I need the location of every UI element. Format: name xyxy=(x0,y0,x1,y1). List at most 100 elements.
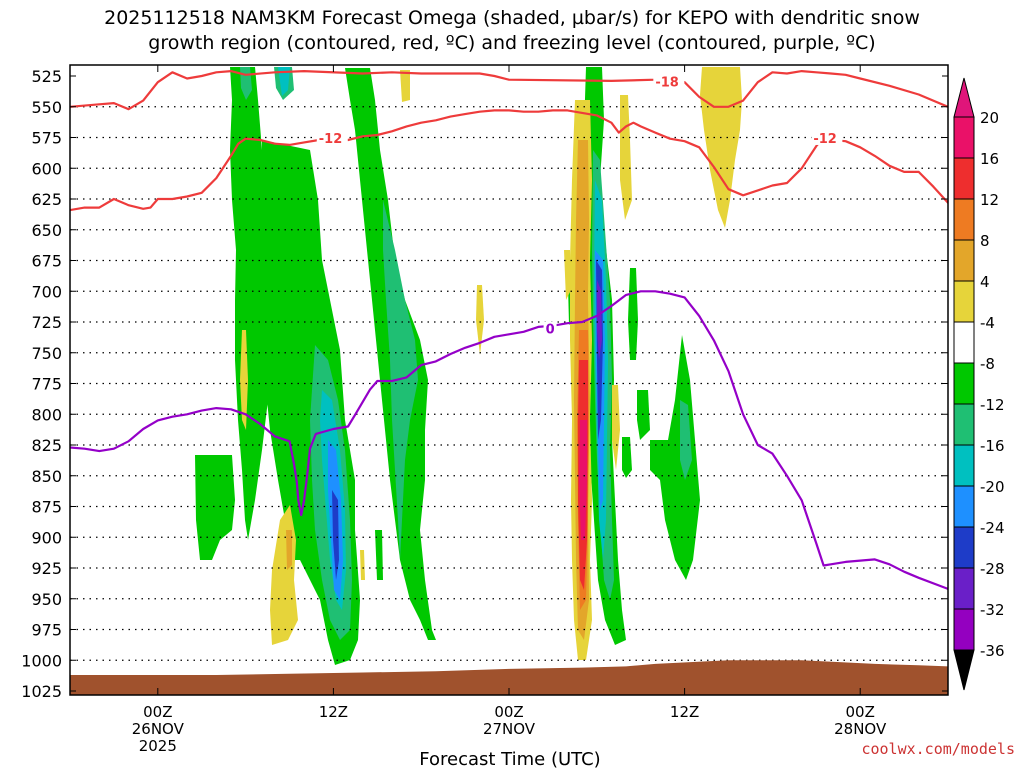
x-tick-label: 28NOV xyxy=(834,720,887,738)
colorbar-label: -32 xyxy=(980,601,1005,619)
contour-line xyxy=(70,109,948,212)
omega-region xyxy=(650,335,700,580)
colorbar-label: 4 xyxy=(980,273,990,291)
colorbar: 20 16 12 8 4 -4 -8 -12 -16 -20 -24 -28 -32 -36 xyxy=(953,77,1005,691)
colorbar-swatch xyxy=(953,485,975,528)
colorbar-swatch xyxy=(953,362,975,405)
x-axis-label: Forecast Time (UTC) xyxy=(419,749,600,768)
y-tick-label: 525 xyxy=(31,67,62,86)
contour-label-bg xyxy=(316,130,348,145)
contour-label: -12 xyxy=(319,132,343,147)
colorbar-swatch xyxy=(953,321,975,364)
colorbar-swatch xyxy=(953,567,975,610)
x-tick-label: 26NOV xyxy=(132,720,185,738)
contour-label: -12 xyxy=(813,132,837,147)
y-tick-label: 700 xyxy=(31,282,62,301)
y-tick-label: 925 xyxy=(31,559,62,578)
omega-region xyxy=(400,70,410,102)
colorbar-swatch xyxy=(953,526,975,569)
omega-region xyxy=(637,390,650,440)
y-tick-label: 950 xyxy=(31,590,62,609)
contour-label-bg xyxy=(653,74,685,89)
contour-line xyxy=(70,290,948,591)
colorbar-label: -28 xyxy=(980,560,1005,578)
contour-label: -18 xyxy=(655,75,679,90)
colorbar-swatch xyxy=(953,239,975,282)
colorbar-label: -20 xyxy=(980,478,1005,496)
x-tick-label: 00Z xyxy=(143,703,172,721)
contour-line xyxy=(70,70,948,111)
colorbar-label: 16 xyxy=(980,150,999,168)
x-tick-label: 12Z xyxy=(670,703,699,721)
colorbar-swatch xyxy=(953,116,975,159)
x-tick-label: 27NOV xyxy=(483,720,536,738)
y-tick-label: 900 xyxy=(31,528,62,547)
colorbar-swatch xyxy=(953,403,975,446)
omega-region xyxy=(622,437,632,478)
omega-region xyxy=(700,67,742,228)
y-tick-label: 850 xyxy=(31,467,62,486)
colorbar-bottom-arrow xyxy=(953,649,975,691)
colorbar-label: -16 xyxy=(980,437,1005,455)
y-tick-label: 550 xyxy=(31,98,62,117)
chart-title-line2: growth region (contoured, red, ºC) and f… xyxy=(148,32,875,54)
colorbar-top-arrow xyxy=(953,77,975,118)
omega-region xyxy=(597,280,602,360)
colorbar-label: -36 xyxy=(980,642,1005,660)
plot-area xyxy=(70,65,948,695)
x-tick-label: 00Z xyxy=(846,703,875,721)
y-tick-label: 675 xyxy=(31,252,62,271)
omega-region xyxy=(680,400,692,480)
y-tick-label: 725 xyxy=(31,313,62,332)
terrain-surface xyxy=(70,660,948,695)
omega-region xyxy=(278,67,290,96)
y-tick-label: 650 xyxy=(31,221,62,240)
y-tick-label: 750 xyxy=(31,344,62,363)
omega-region xyxy=(332,490,339,580)
omega-region xyxy=(628,268,638,360)
omega-shading xyxy=(195,67,742,665)
contour-label: 0 xyxy=(546,323,555,338)
omega-region xyxy=(240,330,248,430)
contour-label-bg xyxy=(811,130,843,145)
omega-region xyxy=(620,95,632,220)
y-axis: 525 550 575 600 625 650 675 700 725 750 775 800 825 8… xyxy=(21,67,948,701)
colorbar-label: 20 xyxy=(980,109,999,127)
omega-region xyxy=(476,285,484,355)
colorbar-label: -8 xyxy=(980,355,995,373)
y-tick-label: 575 xyxy=(31,129,62,148)
x-tick-label: 00Z xyxy=(494,703,523,721)
colorbar-swatch xyxy=(953,608,975,651)
omega-region xyxy=(564,250,571,300)
omega-region xyxy=(612,385,620,470)
colorbar-swatch xyxy=(953,280,975,323)
colorbar-label: 12 xyxy=(980,191,999,209)
y-tick-label: 1025 xyxy=(21,682,62,701)
omega-region xyxy=(195,455,235,560)
terrain-fill xyxy=(70,660,948,695)
y-tick-label: 800 xyxy=(31,405,62,424)
y-tick-label: 975 xyxy=(31,621,62,640)
contour-lines: -18 -12 -12 0 xyxy=(70,70,948,591)
colorbar-swatch xyxy=(953,444,975,487)
y-tick-label: 625 xyxy=(31,190,62,209)
colorbar-swatch xyxy=(953,157,975,200)
y-tick-label: 875 xyxy=(31,498,62,517)
omega-region xyxy=(230,67,270,540)
y-tick-label: 825 xyxy=(31,436,62,455)
y-tick-label: 600 xyxy=(31,159,62,178)
colorbar-label: -4 xyxy=(980,314,995,332)
colorbar-label: -12 xyxy=(980,396,1005,414)
y-tick-label: 775 xyxy=(31,375,62,394)
chart-title-line1: 2025112518 NAM3KM Forecast Omega (shaded… xyxy=(104,7,920,29)
x-tick-label: 2025 xyxy=(139,737,177,755)
colorbar-label: 8 xyxy=(980,232,990,250)
colorbar-swatch xyxy=(953,198,975,241)
omega-region xyxy=(360,550,365,580)
colorbar-label: -24 xyxy=(980,519,1005,537)
omega-region xyxy=(286,530,292,570)
credit-text: coolwx.com/models xyxy=(861,740,1015,758)
omega-region xyxy=(579,420,587,540)
